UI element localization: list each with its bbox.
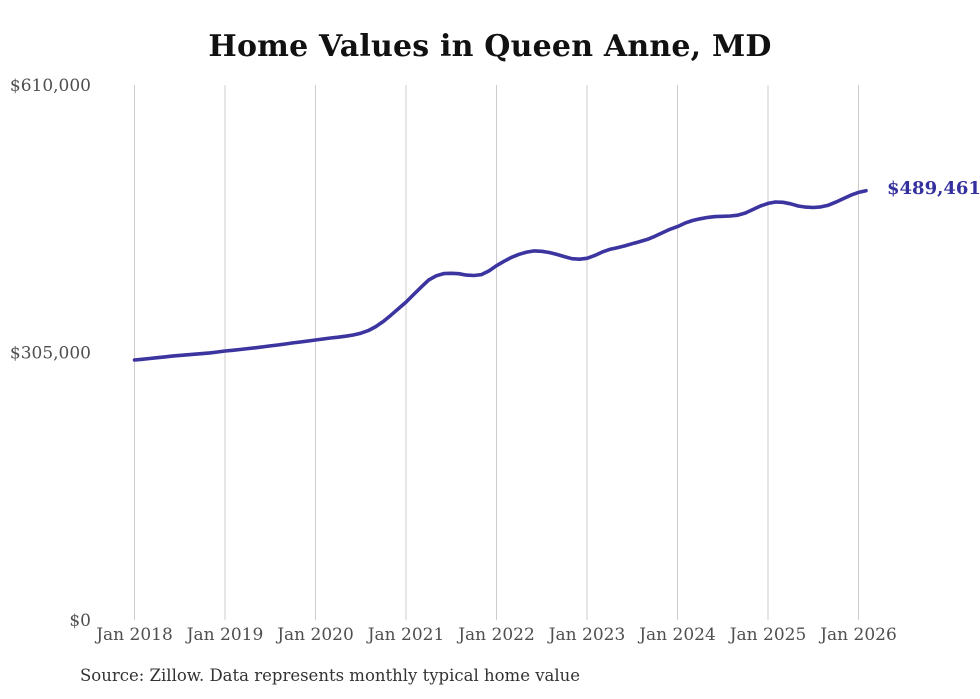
x-tick-label: Jan 2022	[456, 625, 535, 645]
home-value-line	[132, 188, 868, 362]
source-note: Source: Zillow. Data represents monthly …	[80, 666, 581, 685]
y-tick-label: $305,000	[10, 344, 91, 364]
x-tick-label: Jan 2026	[818, 625, 897, 645]
x-tick-label: Jan 2020	[275, 625, 354, 645]
x-tick-label: Jan 2019	[185, 625, 264, 645]
chart-title: Home Values in Queen Anne, MD	[208, 29, 772, 64]
x-tick-label: Jan 2025	[728, 625, 807, 645]
x-tick-label: Jan 2024	[637, 625, 716, 645]
y-tick-label: $610,000	[10, 76, 91, 96]
x-tick-label: Jan 2023	[547, 625, 626, 645]
y-tick-label: $0	[69, 611, 91, 631]
x-tick-label: Jan 2018	[94, 625, 173, 645]
latest-value-label: $489,461	[887, 177, 980, 199]
x-tick-label: Jan 2021	[366, 625, 445, 645]
